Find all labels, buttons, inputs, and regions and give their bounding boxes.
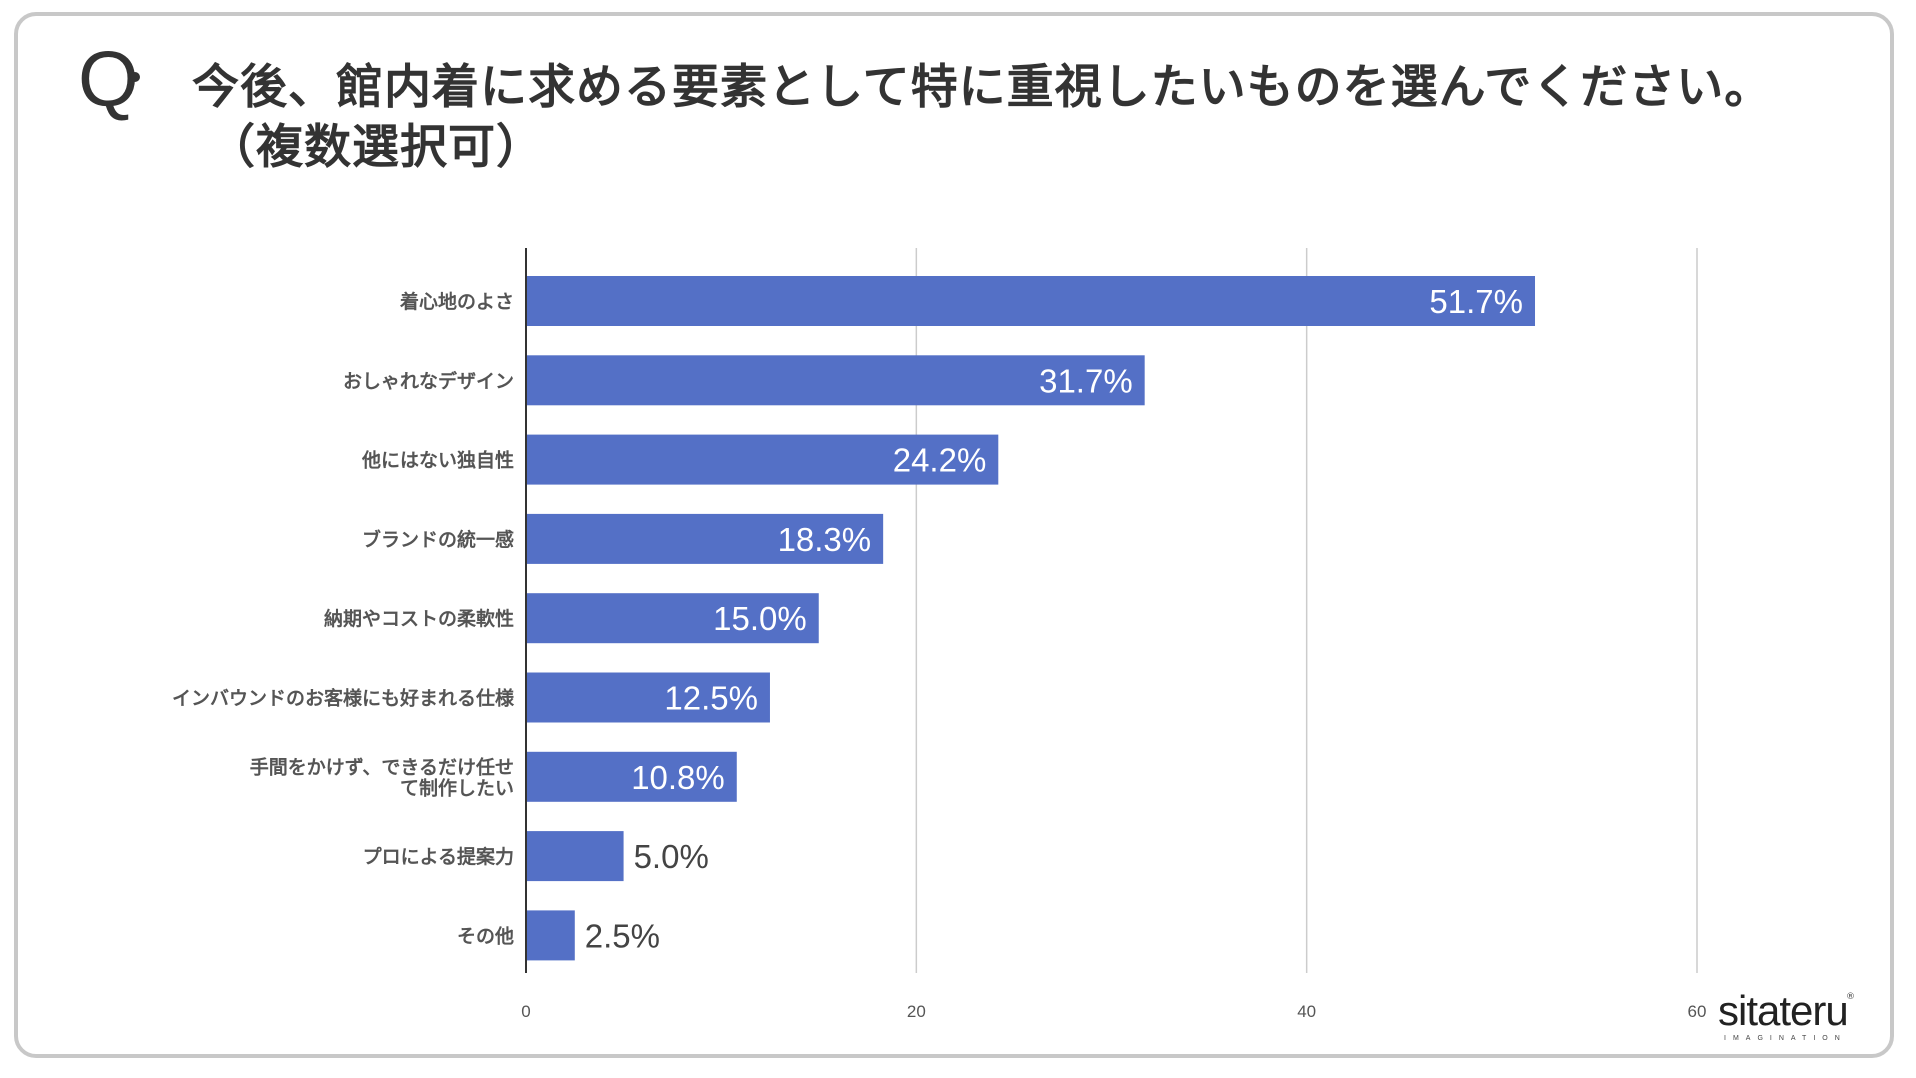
bar	[526, 831, 624, 882]
data-label: 24.2%	[893, 442, 987, 479]
category-label: ブランドの統一感	[362, 528, 514, 551]
x-tick-label: 0	[521, 1002, 530, 1021]
bar	[526, 751, 737, 802]
category-label: その他	[457, 924, 514, 947]
sitateru-logo: sitateru	[1718, 987, 1849, 1034]
x-tick-label: 60	[1688, 1002, 1707, 1021]
data-label: 12.5%	[664, 680, 758, 717]
data-label: 2.5%	[585, 917, 660, 954]
bar	[526, 672, 770, 723]
category-label: て制作したい	[400, 776, 514, 799]
category-label: 他にはない独自性	[361, 449, 514, 472]
category-label: プロによる提案力	[363, 845, 514, 868]
question-line-1: 今後、館内着に求める要素として特に重視したいものを選んでください。	[192, 60, 1773, 115]
x-tick-label: 20	[907, 1002, 926, 1021]
bar	[526, 593, 819, 644]
bar	[526, 910, 575, 961]
category-label: 着心地のよさ	[400, 290, 514, 313]
question-line-2: （複数選択可）	[208, 120, 544, 175]
category-label: 納期やコストの柔軟性	[324, 607, 514, 630]
data-label: 5.0%	[634, 838, 709, 875]
x-tick-label: 40	[1297, 1002, 1316, 1021]
data-label: 18.3%	[778, 521, 872, 558]
question-text: 今後、館内着に求める要素として特に重視したいものを選んでください。 （複数選択可…	[192, 58, 1772, 178]
data-label: 31.7%	[1039, 362, 1133, 399]
data-label: 15.0%	[713, 600, 807, 637]
card-frame	[14, 12, 1894, 1058]
data-label: 51.7%	[1429, 283, 1523, 320]
logo-subtitle: IMAGINATION	[1724, 1035, 1847, 1042]
logo-registered-mark: ®	[1846, 992, 1855, 1002]
question-mark-dot	[130, 72, 140, 82]
category-label: インバウンドのお客様にも好まれる仕様	[172, 687, 515, 710]
bar	[526, 355, 1145, 406]
bar	[526, 276, 1536, 326]
category-label: 手間をかけず、できるだけ任せ	[250, 755, 514, 778]
question-mark: Q	[78, 35, 139, 123]
data-label: 10.8%	[631, 759, 725, 796]
bar	[526, 513, 884, 564]
category-label: おしゃれなデザイン	[343, 369, 514, 392]
bar	[526, 434, 999, 485]
